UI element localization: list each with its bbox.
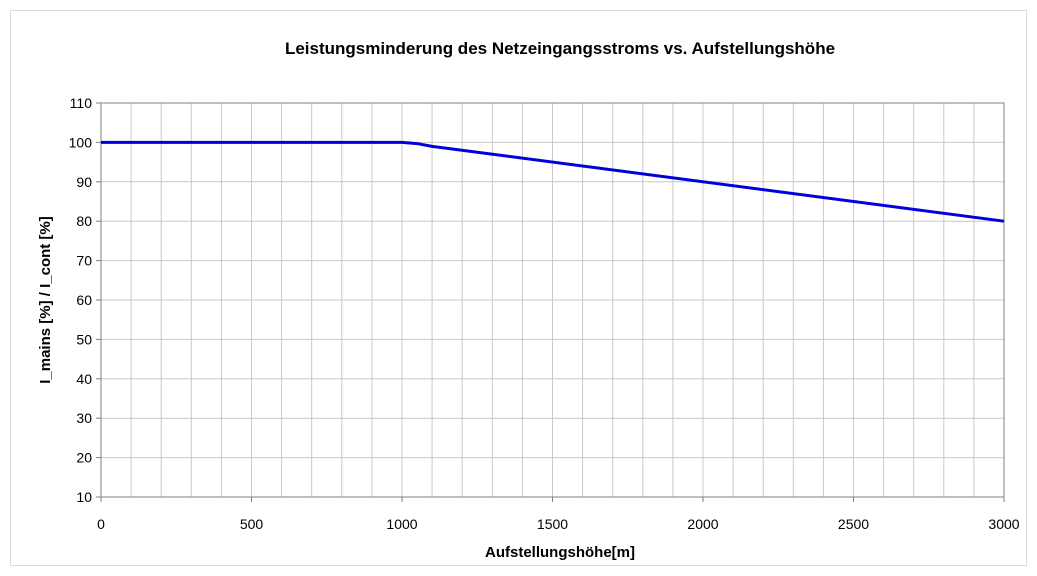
chart-title: Leistungsminderung des Netzeingangsstrom… — [285, 39, 835, 58]
y-tick-label: 60 — [76, 292, 92, 308]
y-tick-label: 80 — [76, 213, 92, 229]
grid — [101, 103, 1004, 497]
x-tick-label: 1000 — [386, 516, 417, 532]
y-tick-label: 110 — [70, 95, 93, 111]
x-tick-label: 3000 — [988, 516, 1019, 532]
series-lines — [101, 140, 1005, 223]
y-tick-label: 10 — [76, 489, 92, 505]
x-tick-label: 0 — [97, 516, 105, 532]
y-tick-label: 40 — [76, 371, 92, 387]
x-tick-label: 500 — [240, 516, 264, 532]
y-tick-label: 90 — [76, 174, 92, 190]
x-axis-label: Aufstellungshöhe[m] — [485, 544, 635, 561]
y-axis-label: I_mains [%] / I_cont [%] — [37, 216, 54, 384]
y-tick-label: 50 — [76, 331, 92, 347]
y-tick-label: 100 — [69, 134, 93, 150]
tick-labels: 10 20 30 40 50 60 70 80 90 100 110 0 500 1000 1500 2000… — [69, 95, 1020, 532]
x-tick-label: 2500 — [838, 516, 869, 532]
x-tick-label: 1500 — [537, 516, 568, 532]
y-tick-label: 20 — [76, 450, 92, 466]
y-tick-label: 30 — [76, 410, 92, 426]
series-line — [101, 140, 1005, 223]
x-tick-label: 2000 — [687, 516, 718, 532]
y-tick-label: 70 — [76, 253, 92, 269]
